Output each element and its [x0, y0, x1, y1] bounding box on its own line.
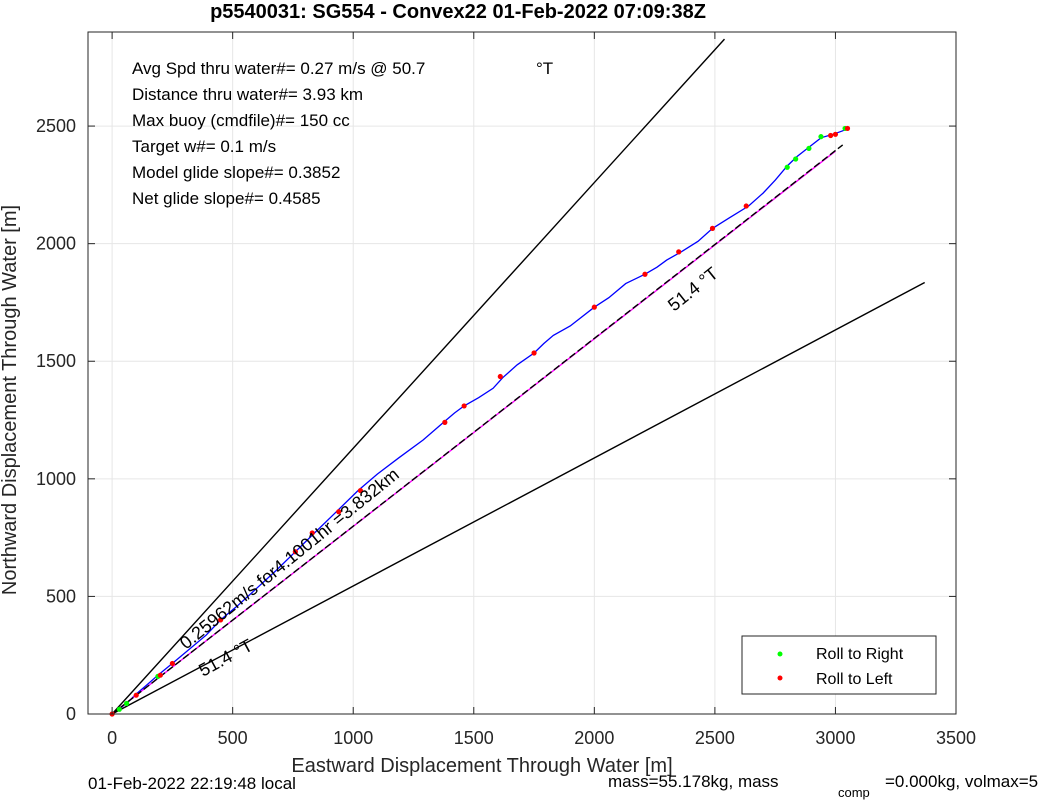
series-heading-line	[111, 144, 844, 714]
x-tick-label: 1500	[454, 728, 494, 748]
series-track	[111, 127, 848, 714]
legend-marker-roll-right	[777, 651, 783, 657]
marker-roll-to-left	[531, 350, 537, 356]
info-net-slope: Net glide slope#= 0.4585	[132, 189, 321, 208]
x-tick-label: 3500	[936, 728, 976, 748]
marker-roll-to-left	[461, 403, 467, 409]
x-tick-label: 2500	[695, 728, 735, 748]
y-tick-label: 2500	[36, 116, 76, 136]
marker-roll-to-right	[116, 706, 122, 712]
info-avg-speed: Avg Spd thru water#= 0.27 m/s @ 50.7	[132, 59, 425, 78]
x-tick-label: 0	[107, 728, 117, 748]
marker-roll-to-left	[292, 549, 298, 555]
x-tick-label: 2000	[574, 728, 614, 748]
legend-label-roll-right: Roll to Right	[816, 646, 904, 663]
legend-label-roll-left: Roll to Left	[816, 671, 893, 688]
series-upper-bound	[111, 38, 726, 714]
marker-roll-to-left	[709, 225, 716, 231]
marker-roll-to-left	[357, 487, 364, 494]
marker-roll-to-right	[818, 134, 824, 140]
y-tick-label: 1000	[36, 469, 76, 489]
legend-marker-roll-left	[777, 675, 783, 681]
footer-mass: mass=55.178kg, mass	[608, 772, 779, 791]
marker-roll-to-right	[793, 156, 799, 162]
marker-roll-to-right	[123, 700, 130, 707]
info-max-buoy: Max buoy (cmdfile)#= 150 cc	[132, 111, 350, 130]
y-tick-label: 2000	[36, 234, 76, 254]
y-axis-label: Northward Displacement Through Water [m]	[0, 205, 21, 595]
series-layer	[111, 38, 926, 714]
y-tick-label: 0	[66, 704, 76, 724]
marker-roll-to-left	[743, 203, 749, 209]
info-box: Avg Spd thru water#= 0.27 m/s @ 50.7 °T …	[132, 59, 553, 208]
footer-local-time: 01-Feb-2022 22:19:48 local	[88, 774, 296, 793]
x-tick-label: 1000	[333, 728, 373, 748]
legend-box	[741, 635, 937, 695]
marker-roll-to-left	[828, 132, 834, 139]
y-tick-label: 1500	[36, 351, 76, 371]
legend: Roll to Right Roll to Left	[741, 635, 937, 695]
chart-title: p5540031: SG554 - Convex22 01-Feb-2022 0…	[210, 1, 706, 23]
marker-roll-to-right	[784, 164, 790, 170]
footer-mass-subscript: comp	[838, 785, 870, 800]
marker-roll-to-left	[157, 672, 163, 678]
marker-roll-to-left	[336, 509, 342, 515]
y-tick-label: 500	[46, 586, 76, 606]
info-model-slope: Model glide slope#= 0.3852	[132, 163, 340, 182]
footer-mass-rest: =0.000kg, volmax=5	[885, 772, 1038, 791]
x-tick-label: 500	[218, 728, 248, 748]
marker-roll-to-left	[591, 304, 597, 310]
marker-roll-to-left	[832, 131, 839, 137]
plot-frame	[87, 31, 957, 715]
series-lower-bound	[111, 281, 926, 714]
info-target-w: Target w#= 0.1 m/s	[132, 137, 276, 156]
info-avg-speed-unit: °T	[536, 59, 553, 78]
marker-roll-to-left	[218, 617, 224, 623]
marker-roll-to-left	[642, 271, 648, 277]
axis-ticks: 0 500 1000 1500 2000 2500 3000 3500 0 500 1000 1500…	[36, 32, 976, 748]
marker-roll-to-left	[309, 530, 315, 536]
x-tick-label: 3000	[815, 728, 855, 748]
marker-roll-to-left	[497, 373, 503, 380]
marker-roll-to-left	[676, 249, 682, 255]
marker-roll-to-right	[806, 145, 812, 152]
info-distance: Distance thru water#= 3.93 km	[132, 85, 363, 104]
marker-roll-to-left	[844, 125, 851, 132]
marker-layer	[109, 125, 851, 717]
x-axis-label: Eastward Displacement Through Water [m]	[291, 755, 672, 777]
marker-roll-to-left	[133, 692, 139, 698]
marker-roll-to-left	[442, 419, 448, 425]
marker-roll-to-left	[169, 660, 175, 667]
